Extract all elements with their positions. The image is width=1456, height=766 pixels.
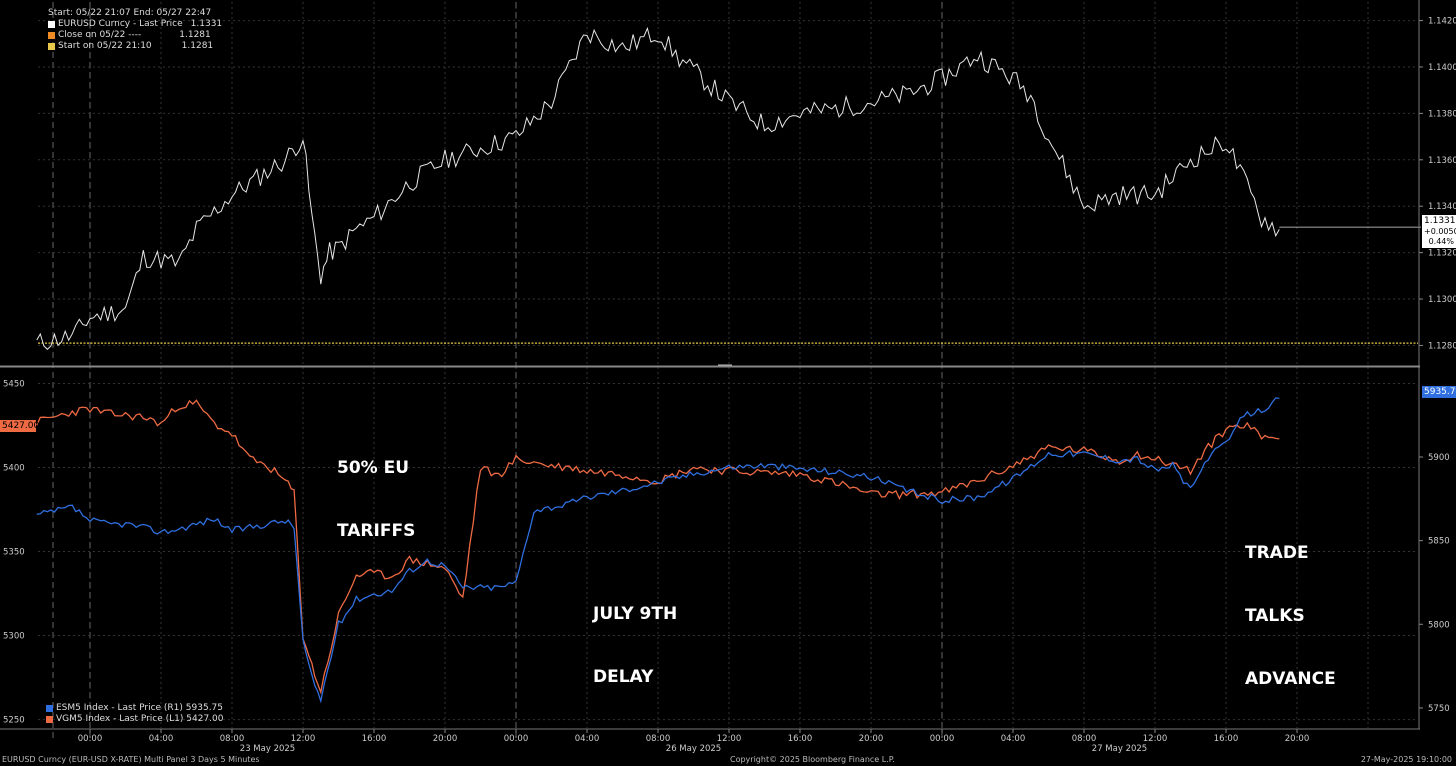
eurusd-last-price-tag: 1.1331 xyxy=(1422,215,1456,227)
x-tick-label: 08:00 xyxy=(220,734,245,744)
y-tick-label: 1.1320 xyxy=(1428,249,1456,259)
vgm5-last-price-tag: 5427.00 xyxy=(0,420,40,432)
legend-label: ESM5 Index - Last Price (R1) 5935.75 xyxy=(56,703,224,713)
x-tick-label: 20:00 xyxy=(433,734,458,744)
annotation-line: JULY 9TH xyxy=(593,604,678,624)
legend-row-start: Start on 05/22 21:10 1.1281 xyxy=(48,41,222,52)
legend-swatch xyxy=(48,43,55,50)
x-tick-label: 00:00 xyxy=(78,734,103,744)
left-y-tick-label: 5250 xyxy=(3,716,25,726)
legend-value: 1.1281 xyxy=(179,30,211,40)
right-y-tick-label: 5850 xyxy=(1428,537,1450,547)
y-tick-label: 1.1420 xyxy=(1428,17,1456,27)
annotation-line: TARIFFS xyxy=(337,521,416,541)
left-y-tick-label: 5400 xyxy=(3,463,25,473)
legend-label: EURUSD Curncy - Last Price xyxy=(58,19,183,29)
y-tick-label: 1.1300 xyxy=(1428,295,1456,305)
legend-swatch xyxy=(48,21,55,28)
left-y-tick-label: 5350 xyxy=(3,548,25,558)
legend-swatch xyxy=(48,32,55,39)
y-tick-label: 1.1360 xyxy=(1428,156,1456,166)
annotation-eu-tariffs: 50% EU TARIFFS xyxy=(337,416,415,563)
esm5-last-price-tag: 5935.75 xyxy=(1422,386,1456,398)
x-tick-label: 16:00 xyxy=(362,734,387,744)
footer-description: EURUSD Curncy (EUR-USD X-RATE) Multi Pan… xyxy=(2,755,260,764)
annotation-july-delay: JULY 9TH DELAY xyxy=(593,562,677,709)
futures-legend: ESM5 Index - Last Price (R1) 5935.75 VGM… xyxy=(46,703,224,725)
esm5-price-line xyxy=(36,397,1280,704)
x-date-label: 23 May 2025 xyxy=(240,744,295,754)
legend-header: Start: 05/22 21:07 End: 05/27 22:47 xyxy=(48,8,212,18)
x-tick-label: 04:00 xyxy=(149,734,174,744)
footer-copyright: Copyright© 2025 Bloomberg Finance L.P. xyxy=(730,755,895,764)
annotation-line: TALKS xyxy=(1245,606,1305,626)
x-date-label: 27 May 2025 xyxy=(1092,744,1147,754)
legend-value: 1.1281 xyxy=(181,41,214,51)
x-tick-label: 08:00 xyxy=(1072,734,1097,744)
x-tick-label: 00:00 xyxy=(930,734,955,744)
y-tick-label: 1.1280 xyxy=(1428,341,1456,351)
y-tick-label: 1.1380 xyxy=(1428,109,1456,119)
legend-value: 1.1331 xyxy=(190,19,223,29)
legend-row-esm5: ESM5 Index - Last Price (R1) 5935.75 xyxy=(46,703,224,714)
x-tick-label: 20:00 xyxy=(859,734,884,744)
eurusd-pct-tag: 0.44% xyxy=(1422,236,1456,248)
y-tick-label: 1.1340 xyxy=(1428,202,1456,212)
y-tick-label: 1.1400 xyxy=(1428,63,1456,73)
legend-row-close: Close on 05/22 ---- 1.1281 xyxy=(48,30,222,41)
legend-row-last-price: EURUSD Curncy - Last Price 1.1331 xyxy=(48,19,222,30)
legend-swatch xyxy=(46,716,53,723)
right-y-tick-label: 5750 xyxy=(1428,704,1450,714)
legend-label: Close on 05/22 ---- xyxy=(58,30,142,40)
x-tick-label: 12:00 xyxy=(1143,734,1168,744)
x-tick-label: 04:00 xyxy=(575,734,600,744)
left-y-tick-label: 5450 xyxy=(3,379,25,389)
eurusd-legend: Start: 05/22 21:07 End: 05/27 22:47 EURU… xyxy=(48,8,222,52)
right-y-tick-label: 5800 xyxy=(1428,620,1450,630)
eurusd-change-tag: +0.0050 xyxy=(1422,226,1456,238)
annotation-line: TRADE xyxy=(1245,543,1309,563)
legend-label: Start on 05/22 21:10 xyxy=(58,41,152,51)
eurusd-price-line xyxy=(36,26,1280,350)
legend-label: VGM5 Index - Last Price (L1) 5427.00 xyxy=(56,714,224,724)
annotation-line: ADVANCE xyxy=(1245,669,1336,689)
footer-timestamp: 27-May-2025 19:10:00 xyxy=(1360,755,1452,764)
x-tick-label: 08:00 xyxy=(646,734,671,744)
x-tick-label: 12:00 xyxy=(291,734,316,744)
x-date-label: 26 May 2025 xyxy=(666,744,721,754)
x-tick-label: 16:00 xyxy=(1214,734,1239,744)
x-tick-label: 04:00 xyxy=(1001,734,1026,744)
legend-swatch xyxy=(46,705,53,712)
series-lines xyxy=(36,26,1421,704)
annotation-line: 50% EU xyxy=(337,458,410,478)
x-tick-label: 20:00 xyxy=(1285,734,1310,744)
x-tick-label: 16:00 xyxy=(788,734,813,744)
x-tick-label: 12:00 xyxy=(717,734,742,744)
right-y-tick-label: 5900 xyxy=(1428,453,1450,463)
legend-row-vgm5: VGM5 Index - Last Price (L1) 5427.00 xyxy=(46,714,224,725)
grid xyxy=(38,2,1418,740)
left-y-tick-label: 5300 xyxy=(3,632,25,642)
annotation-line: DELAY xyxy=(593,667,654,687)
x-tick-label: 00:00 xyxy=(504,734,529,744)
vgm5-price-line xyxy=(36,399,1280,695)
annotation-trade-talks: TRADE TALKS ADVANCE xyxy=(1245,501,1336,711)
